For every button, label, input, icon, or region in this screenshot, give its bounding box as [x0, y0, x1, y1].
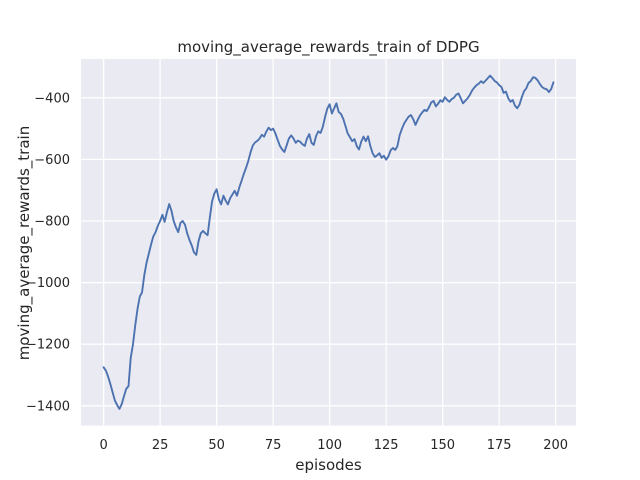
x-tick-label: 25: [152, 438, 169, 453]
y-tick-label: −400: [34, 91, 70, 106]
data-line: [102, 74, 555, 410]
x-tick-label: 100: [317, 438, 342, 453]
y-tick-label: −800: [34, 214, 70, 229]
x-tick-label: 175: [487, 438, 512, 453]
y-tick-label: −600: [34, 153, 70, 168]
x-tick-label: 150: [430, 438, 455, 453]
y-tick-label: −1400: [26, 399, 70, 414]
y-tick-label: −1000: [26, 276, 70, 291]
chart-title: moving_average_rewards_train of DDPG: [177, 38, 480, 56]
x-tick-label: 125: [374, 438, 399, 453]
x-axis-label: episodes: [295, 456, 362, 474]
x-tick-label: 75: [265, 438, 282, 453]
x-tick-label: 50: [208, 438, 225, 453]
x-tick-label: 0: [99, 438, 107, 453]
plot-background: [81, 59, 576, 426]
y-axis-label: moving_average_rewards_train: [15, 125, 33, 361]
x-tick-label: 200: [543, 438, 568, 453]
y-tick-label: −1200: [26, 338, 70, 353]
